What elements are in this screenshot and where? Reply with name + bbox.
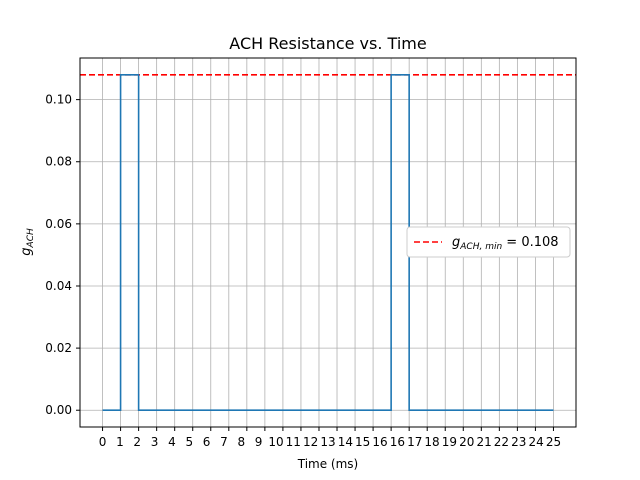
y-tick-label: 0.08 xyxy=(45,155,72,169)
x-tick-label: 24 xyxy=(528,435,543,449)
plot-frame xyxy=(79,57,577,428)
x-tick-label: 3 xyxy=(151,435,159,449)
y-tick-label: 0.10 xyxy=(45,93,72,107)
legend-box xyxy=(406,226,571,258)
legend: gACH, min = 0.108 xyxy=(406,226,571,258)
x-tick-label: 16 xyxy=(372,435,387,449)
x-tick-label: 17 xyxy=(407,435,422,449)
legend-label-subscript: ACH, min xyxy=(459,242,502,252)
y-tick-label: 0.04 xyxy=(45,279,72,293)
x-tick-label: 6 xyxy=(203,435,211,449)
x-tick-label: 18 xyxy=(424,435,439,449)
y-tick-label: 0.02 xyxy=(45,341,72,355)
x-tick-label: 14 xyxy=(338,435,353,449)
y-axis-label-main: g xyxy=(19,247,34,255)
x-tick-label: 13 xyxy=(320,435,335,449)
y-axis-label: gACH xyxy=(19,228,36,256)
x-tick-label: 15 xyxy=(355,435,370,449)
x-tick-label: 21 xyxy=(476,435,491,449)
x-tick-label: 11 xyxy=(286,435,301,449)
legend-label-value: = 0.108 xyxy=(502,235,558,250)
x-tick-label: 19 xyxy=(442,435,457,449)
x-axis-ticks: 0 1 2 3 4 5 6 7 8 9 10 11 12 13 14 15 16 16 17 18 19 20 21 22 23… xyxy=(99,427,561,449)
x-tick-label: 9 xyxy=(255,435,263,449)
x-tick-label: 22 xyxy=(494,435,509,449)
x-tick-label: 2 xyxy=(133,435,141,449)
legend-label: gACH, min = 0.108 xyxy=(452,235,559,252)
x-tick-label: 5 xyxy=(185,435,193,449)
y-tick-label: 0.06 xyxy=(45,217,72,231)
x-tick-label: 23 xyxy=(511,435,526,449)
x-tick-label: 25 xyxy=(546,435,561,449)
x-tick-label: 20 xyxy=(459,435,474,449)
y-axis-label-subscript: ACH xyxy=(26,228,36,248)
x-tick-label: 10 xyxy=(268,435,283,449)
x-tick-label: 16 xyxy=(390,435,405,449)
chart-title: ACH Resistance vs. Time xyxy=(229,34,426,53)
legend-label-main: g xyxy=(452,235,460,250)
x-tick-label: 1 xyxy=(116,435,124,449)
x-tick-label: 8 xyxy=(237,435,245,449)
y-tick-label: 0.00 xyxy=(45,403,72,417)
x-axis-label: Time (ms) xyxy=(297,457,359,471)
x-tick-label: 7 xyxy=(220,435,228,449)
x-tick-label: 0 xyxy=(99,435,107,449)
x-tick-label: 12 xyxy=(303,435,318,449)
x-tick-label: 4 xyxy=(168,435,176,449)
y-axis-ticks: 0.00 0.02 0.04 0.06 0.08 0.10 xyxy=(45,93,80,417)
